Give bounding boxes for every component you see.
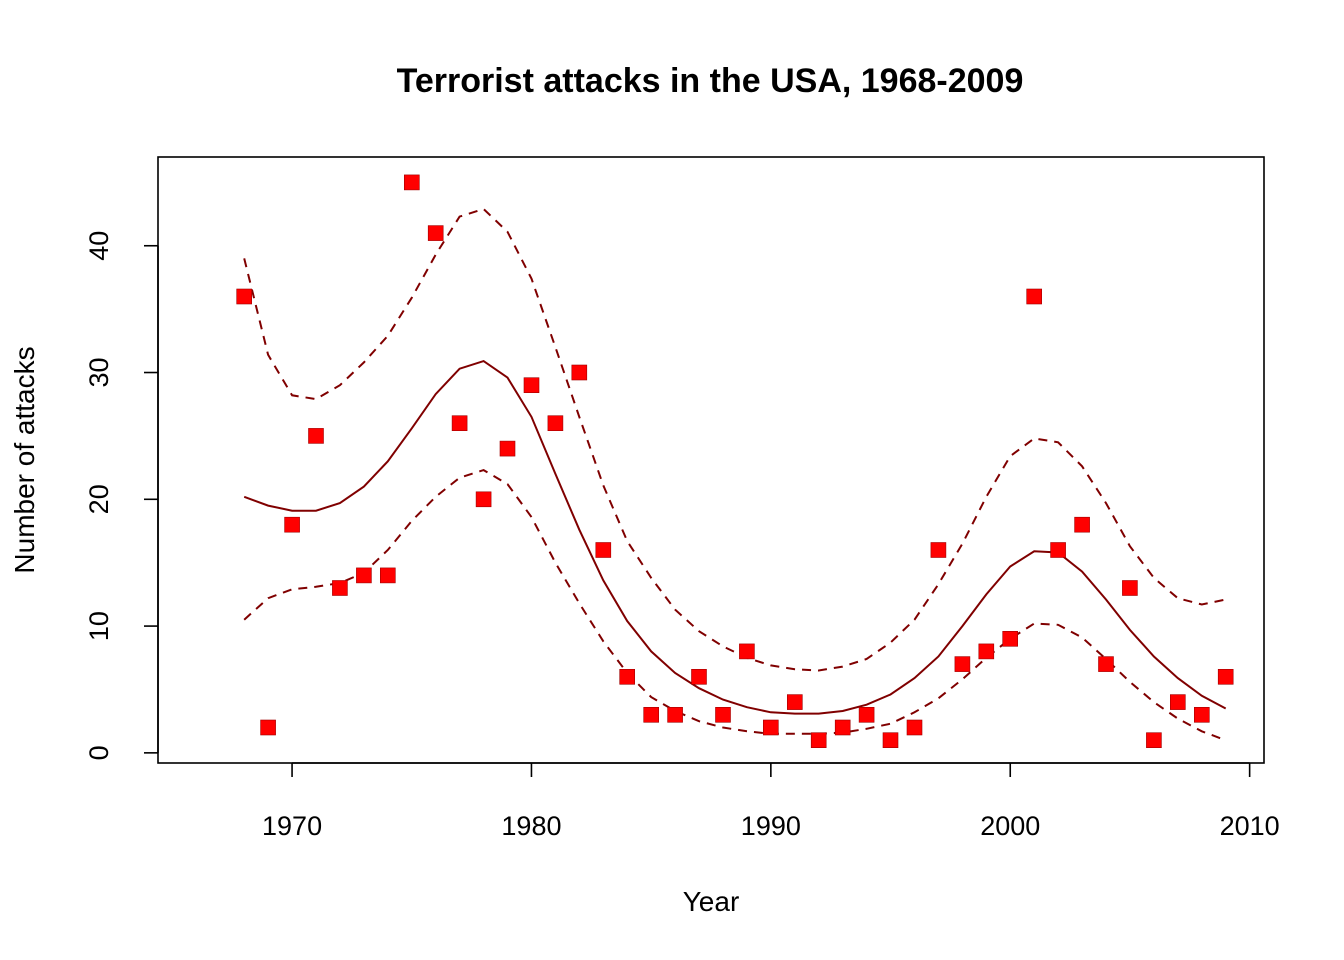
data-point [547,415,564,432]
data-point [475,491,492,508]
fit-line [243,359,1227,715]
data-point [1194,706,1210,723]
data-point [906,719,923,736]
data-point [1217,668,1234,685]
y-tick-label: 40 [84,231,114,261]
data-point [882,732,899,749]
data-point [619,668,636,685]
upper-bound-line [243,207,1226,672]
data-point [379,567,396,584]
data-point [667,706,683,723]
data-point [786,694,803,710]
data-point [499,440,516,457]
data-point [954,656,971,672]
data-points [236,174,1234,749]
y-axis-label: Number of attacks [9,346,40,573]
data-point [834,719,851,736]
data-point [308,428,324,444]
data-point [715,706,731,723]
x-tick-label: 1980 [501,811,561,841]
x-tick-label: 2000 [980,811,1040,841]
data-point [1074,516,1090,533]
x-tick-label: 1970 [262,811,322,841]
data-point [1170,694,1186,710]
fitted-trend [243,359,1227,715]
data-point [284,516,300,533]
data-point [930,542,947,558]
y-tick-label: 20 [84,484,114,514]
data-point [523,377,540,394]
data-point [260,719,276,736]
data-point [858,706,875,723]
data-point [332,580,348,596]
data-point [739,643,755,660]
data-point [978,643,995,660]
data-point [691,668,707,685]
data-point [1098,656,1114,672]
x-axis-label: Year [683,886,740,917]
confidence-band-upper [243,207,1226,672]
data-point [427,225,444,241]
data-point [1002,630,1019,647]
data-point [595,542,612,558]
chart-title: Terrorist attacks in the USA, 1968-2009 [397,62,1024,100]
x-axis: 1970 1980 1990 2000 2010 [262,762,1280,841]
data-point [643,706,660,723]
plot-area-frame [157,156,1265,764]
data-point [762,719,779,736]
data-point [1026,288,1042,305]
data-point [403,174,420,191]
data-point [1146,732,1162,749]
x-tick-label: 2010 [1220,811,1280,841]
y-tick-label: 30 [84,357,114,387]
data-point [236,288,252,305]
data-point [571,364,588,381]
data-point [1050,542,1066,558]
data-point [810,732,827,749]
y-tick-label: 10 [84,611,114,641]
lower-bound-line [243,469,1227,742]
confidence-band-lower [243,469,1227,742]
data-point [356,567,372,584]
data-point [1122,580,1138,596]
data-point [451,415,468,432]
y-axis: 0 10 20 30 40 [84,231,159,760]
y-tick-label: 0 [84,745,114,760]
x-tick-label: 1990 [741,811,801,841]
